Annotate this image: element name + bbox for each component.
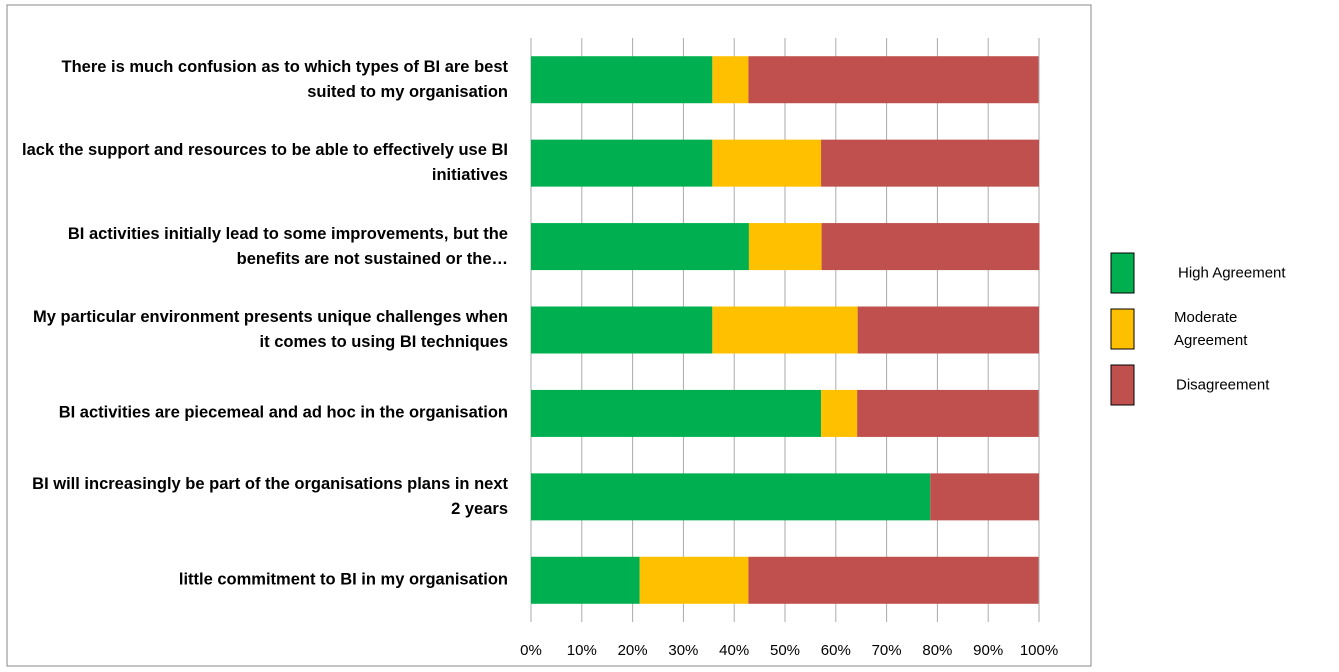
bar-segment	[531, 56, 713, 104]
category-label: BI will increasingly be part of the orga…	[32, 474, 508, 518]
bar-segment	[821, 139, 1039, 187]
x-tick-label: 0%	[520, 642, 542, 659]
bar-segment	[712, 56, 749, 104]
bar-segment	[930, 473, 1039, 521]
legend-label: High Agreement	[1178, 264, 1286, 282]
bar-segment	[821, 389, 858, 437]
x-tick-label: 60%	[821, 642, 851, 659]
category-label: BI activities initially lead to some imp…	[67, 224, 508, 268]
bar-segment	[821, 223, 1040, 271]
legend-swatch	[1110, 364, 1135, 406]
bar-segment	[748, 556, 1039, 604]
bar-segment	[639, 556, 749, 604]
x-tick-label: 50%	[770, 642, 800, 659]
bar-segment	[712, 306, 858, 354]
bar-segment	[531, 139, 713, 187]
x-tick-label: 80%	[922, 642, 952, 659]
bar-segment	[531, 473, 931, 521]
bar-segment	[748, 223, 822, 271]
category-label: lack the support and resources to be abl…	[22, 141, 508, 185]
bar-segment	[857, 389, 1039, 437]
x-tick-label: 10%	[567, 642, 597, 659]
bar-segment	[531, 556, 640, 604]
x-tick-label: 100%	[1020, 642, 1058, 659]
legend-swatch	[1110, 308, 1135, 350]
bar-segment	[531, 389, 822, 437]
category-label: BI activities are piecemeal and ad hoc i…	[58, 403, 508, 422]
x-tick-label: 30%	[668, 642, 698, 659]
x-tick-label: 70%	[872, 642, 902, 659]
chart-border	[6, 4, 1092, 667]
x-tick-label: 90%	[973, 642, 1003, 659]
category-label: My particular environment presents uniqu…	[33, 308, 508, 351]
bar-segment	[712, 139, 822, 187]
category-label: There is much confusion as to which type…	[61, 57, 508, 101]
legend-label: Moderate Agreement	[1174, 309, 1248, 349]
bar-segment	[531, 223, 749, 271]
x-tick-label: 40%	[719, 642, 749, 659]
x-tick-label: 20%	[618, 642, 648, 659]
bar-segment	[857, 306, 1039, 354]
bar-segment	[531, 306, 713, 354]
legend-swatch	[1110, 252, 1135, 294]
legend-label: Disagreement	[1176, 376, 1270, 394]
bar-segment	[748, 56, 1039, 104]
category-label: little commitment to BI in my organisati…	[178, 570, 508, 589]
